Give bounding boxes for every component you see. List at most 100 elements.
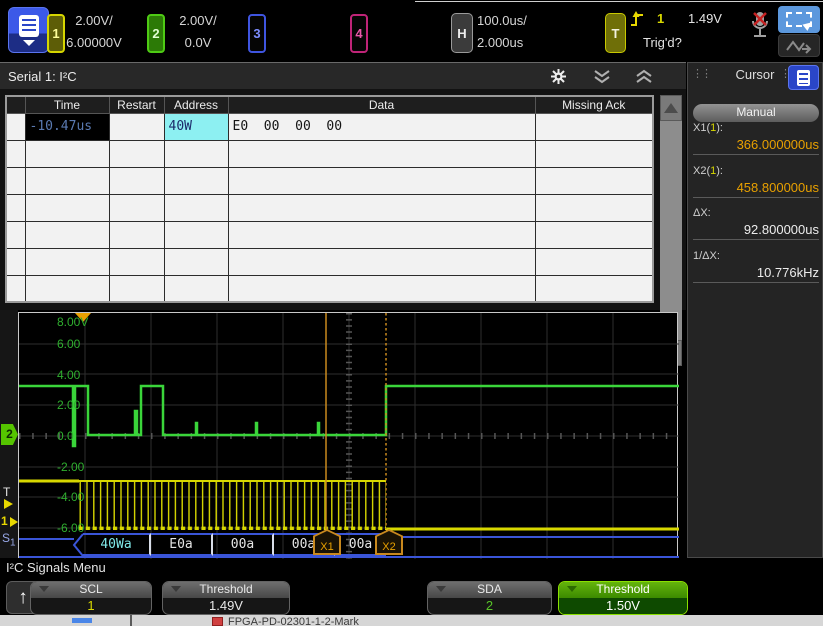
softkey-value: 1.50V	[559, 598, 687, 614]
data-cell: E0 00 00 00	[227, 112, 536, 141]
softkey-notch-icon	[39, 586, 49, 592]
x2-channel: 1	[710, 165, 717, 177]
bus-segment-data: 00a	[213, 533, 274, 556]
window-top-edge	[415, 1, 823, 2]
restart-cell	[108, 112, 165, 141]
softkey-scl[interactable]: SCL 1	[30, 581, 152, 615]
dx-label: ΔX:	[693, 207, 711, 219]
ch1-ground-marker[interactable]: 1	[1, 514, 8, 528]
rect-select-tool-button[interactable]	[778, 6, 820, 33]
table-row-empty	[5, 139, 654, 168]
row-select-cell	[5, 112, 26, 141]
taskbar-fragment	[72, 618, 92, 623]
waveform-drag-tool-button[interactable]	[778, 34, 820, 57]
drag-handle-icon[interactable]: ⋮⋮	[692, 68, 712, 80]
channel-4-button[interactable]: 4	[350, 14, 368, 53]
axis-label: 2.00	[57, 398, 81, 412]
channel-2-label: 2	[152, 26, 160, 41]
menu-list-icon	[18, 14, 39, 37]
bus-segment-data: 00a	[335, 533, 386, 556]
channel-2-button[interactable]: 2	[147, 14, 165, 53]
channel-2-readout[interactable]: 2.00V/ 0.0V	[168, 10, 228, 54]
cursor-panel: ⋮⋮ Cursor ⋮⋮ Manual X1(1): 366.000000us …	[687, 62, 823, 558]
cursor-x2-readout: X2(1): 458.800000us	[693, 165, 819, 198]
bus-segment-data: E0a	[151, 533, 213, 556]
trigger-button[interactable]: T	[605, 13, 626, 53]
channel-3-label: 3	[253, 26, 261, 41]
cursor-menu-button[interactable]	[788, 65, 819, 90]
channel-1-button[interactable]: 1	[47, 14, 65, 53]
decode-table: Time Restart Address Data Missing Ack -1…	[5, 95, 654, 303]
cursor-x2-flag[interactable]: X2	[375, 529, 403, 555]
horizontal-label: H	[457, 25, 467, 41]
desktop-strip: FPGA-PD-02301-1-2-Mark	[0, 615, 823, 626]
x1-channel: 1	[710, 122, 717, 134]
horizontal-button[interactable]: H	[451, 13, 473, 53]
softkey-sda-threshold[interactable]: Threshold 1.50V	[558, 581, 688, 615]
softkey-label: SCL	[31, 582, 151, 598]
serial-window-titlebar: Serial 1: I²C	[0, 62, 686, 89]
ch2-ground-marker[interactable]: 2	[1, 424, 18, 445]
axis-label: 0.0	[57, 429, 74, 443]
channel-3-button[interactable]: 3	[248, 14, 266, 53]
cursor-mode-button[interactable]: Manual	[693, 104, 819, 122]
col-time: Time	[24, 95, 110, 114]
softkey-menu-title: I²C Signals Menu	[6, 560, 106, 575]
time-cell: -10.47us	[24, 112, 110, 141]
ch1-offset: 6.00000V	[66, 35, 122, 50]
table-header-row: Time Restart Address Data Missing Ack	[5, 95, 654, 114]
softkey-sda[interactable]: SDA 2	[427, 581, 552, 615]
softkey-value: 1	[87, 598, 95, 613]
axis-label: 8.00V	[57, 315, 89, 329]
gear-icon[interactable]	[550, 68, 567, 85]
table-row-empty	[5, 274, 654, 303]
softkey-label: Threshold	[163, 582, 289, 598]
serial-window-title: Serial 1: I²C	[8, 69, 77, 84]
microphone-disabled-icon[interactable]	[749, 9, 771, 51]
waveform-plot[interactable]: 8.00V 6.00 4.00 2.00 0.0 -2.00 -4.00 -6.…	[18, 312, 679, 559]
col-data: Data	[227, 95, 536, 114]
trigger-time-marker[interactable]	[75, 313, 91, 322]
table-row-empty	[5, 247, 654, 276]
menu-list-icon	[797, 69, 810, 86]
softkey-label: SDA	[428, 582, 551, 598]
address-cell: 40W	[163, 112, 229, 141]
softkey-scl-threshold[interactable]: Threshold 1.49V	[162, 581, 290, 615]
bus-segment-address: 40Wa	[83, 533, 151, 556]
softkey-value: 1.49V	[209, 598, 243, 613]
collapse-up-icon[interactable]	[634, 69, 654, 85]
inv-dx-label: 1/ΔX:	[693, 250, 720, 262]
ch2-scale: 2.00V/	[179, 13, 217, 28]
trigger-source: 1	[657, 11, 665, 26]
scroll-up-button[interactable]	[660, 95, 682, 121]
background-file-label: FPGA-PD-02301-1-2-Mark	[228, 616, 359, 626]
timebase-scale: 100.0us/	[477, 13, 527, 28]
horizontal-readout[interactable]: 100.0us/ 2.000us	[477, 10, 539, 54]
trigger-level-marker[interactable]: T	[3, 485, 10, 499]
table-row-empty	[5, 166, 654, 195]
trigger-status: Trig'd?	[643, 35, 682, 50]
missing-ack-cell	[534, 112, 654, 141]
rising-edge-icon	[631, 11, 643, 26]
ch2-offset: 0.0V	[184, 35, 212, 50]
collapse-down-icon[interactable]	[592, 69, 612, 85]
ch1-marker-label: 1	[1, 514, 8, 528]
x1-label-suffix: ):	[716, 122, 723, 134]
x1-value: 366.000000us	[736, 137, 819, 152]
cursor-arrow-icon	[802, 19, 815, 31]
softkey-label: Threshold	[559, 582, 687, 598]
x2-value: 458.800000us	[736, 180, 819, 195]
main-menu-button[interactable]	[8, 7, 49, 53]
table-row[interactable]: -10.47us 40W E0 00 00 00	[5, 112, 654, 141]
channel-1-readout[interactable]: 2.00V/ 6.00000V	[62, 10, 126, 54]
top-bar: 1 2.00V/ 6.00000V 2 2.00V/ 0.0V 3 4 H 10…	[0, 0, 823, 60]
cursor-panel-title: Cursor	[735, 67, 775, 82]
axis-label: 6.00	[57, 337, 81, 351]
trigger-label: T	[611, 25, 620, 41]
timebase-delay: 2.000us	[477, 35, 524, 50]
trigger-level: 1.49V	[688, 11, 722, 26]
file-icon	[212, 617, 223, 626]
cursor-dx-readout: ΔX: 92.800000us	[693, 207, 819, 240]
serial-decode-window: Serial 1: I²C	[0, 62, 686, 366]
